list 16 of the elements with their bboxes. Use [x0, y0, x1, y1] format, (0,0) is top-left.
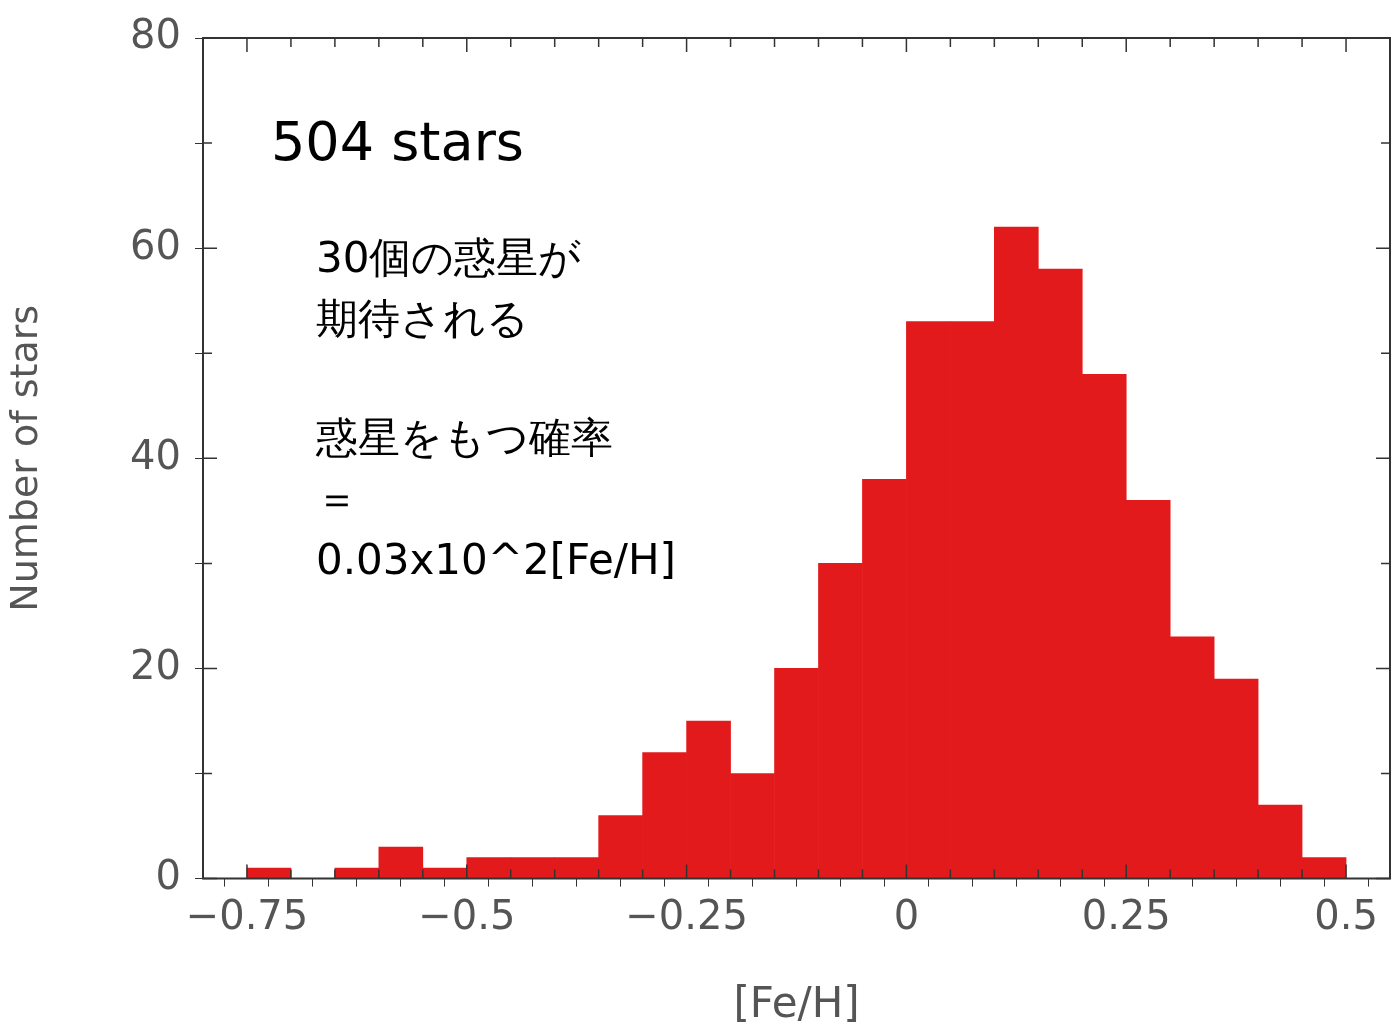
annotation: 30個の惑星が期待される	[316, 232, 583, 345]
annotation: 惑星をもつ確率＝0.03x10^2[Fe/H]	[316, 412, 676, 586]
y-tick-label: 20	[130, 641, 181, 688]
x-tick-label: 0.5	[1314, 891, 1378, 938]
x-tick-label: −0.25	[625, 891, 748, 938]
y-axis-title: Number of stars	[1, 304, 46, 612]
x-tick-label: 0.25	[1081, 891, 1171, 938]
y-tick-label: 80	[130, 11, 181, 58]
x-tick-label: 0	[893, 891, 920, 938]
x-axis-title: [Fe/H]	[733, 977, 860, 1027]
y-tick-label: 40	[130, 431, 181, 478]
y-tick-label: 60	[130, 221, 181, 268]
x-tick-label: −0.75	[185, 891, 309, 938]
x-tick-label: −0.5	[418, 891, 516, 938]
y-tick-label: 0	[155, 851, 181, 898]
annotation: 504 stars	[271, 109, 525, 175]
